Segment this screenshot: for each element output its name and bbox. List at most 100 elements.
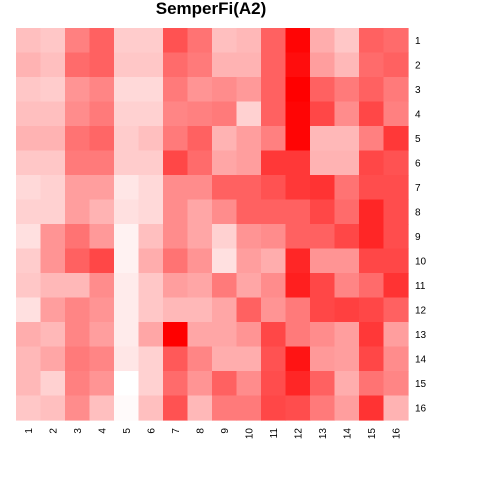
heatmap-cell-r3-c15	[359, 77, 385, 103]
heatmap-cell-r7-c15	[359, 175, 385, 201]
x-tick-label: 15	[367, 428, 378, 440]
heatmap-cell-r9-c5	[114, 224, 140, 250]
heatmap-cell-r12-c1	[16, 297, 42, 323]
heatmap-cell-r9-c10	[236, 224, 262, 250]
heatmap-cell-r9-c9	[212, 224, 238, 250]
heatmap-cell-r14-c16	[383, 346, 409, 372]
heatmap-cell-r13-c11	[261, 322, 287, 348]
heatmap-cell-r2-c8	[187, 52, 213, 78]
x-tick-label: 9	[220, 428, 231, 434]
heatmap-cell-r5-c1	[16, 126, 42, 152]
heatmap-cell-r8-c6	[138, 199, 164, 225]
heatmap-cell-r1-c9	[212, 28, 238, 54]
heatmap-cell-r4-c12	[285, 101, 311, 127]
heatmap-cell-r2-c3	[65, 52, 91, 78]
y-tick-label: 9	[415, 232, 421, 243]
heatmap-cell-r16-c8	[187, 395, 213, 421]
heatmap-cell-r1-c4	[89, 28, 115, 54]
heatmap-cell-r6-c3	[65, 150, 91, 176]
heatmap-cell-r14-c14	[334, 346, 360, 372]
heatmap-cell-r9-c1	[16, 224, 42, 250]
heatmap-cell-r12-c5	[114, 297, 140, 323]
heatmap-cell-r12-c10	[236, 297, 262, 323]
heatmap-cell-r8-c7	[163, 199, 189, 225]
heatmap-cell-r4-c7	[163, 101, 189, 127]
heatmap-cell-r2-c14	[334, 52, 360, 78]
heatmap-cell-r1-c2	[40, 28, 66, 54]
heatmap-cell-r5-c15	[359, 126, 385, 152]
heatmap-cell-r1-c3	[65, 28, 91, 54]
heatmap-cell-r15-c15	[359, 371, 385, 397]
heatmap-cell-r9-c12	[285, 224, 311, 250]
heatmap-cell-r8-c10	[236, 199, 262, 225]
heatmap-cell-r14-c5	[114, 346, 140, 372]
heatmap-cell-r1-c10	[236, 28, 262, 54]
heatmap-cell-r15-c7	[163, 371, 189, 397]
heatmap-cell-r16-c9	[212, 395, 238, 421]
heatmap-cell-r6-c5	[114, 150, 140, 176]
heatmap-cell-r3-c5	[114, 77, 140, 103]
heatmap-cell-r16-c11	[261, 395, 287, 421]
heatmap-cell-r10-c5	[114, 248, 140, 274]
heatmap-cell-r5-c6	[138, 126, 164, 152]
heatmap-cell-r12-c8	[187, 297, 213, 323]
heatmap-cell-r5-c5	[114, 126, 140, 152]
heatmap-cell-r9-c13	[310, 224, 336, 250]
heatmap-cell-r4-c2	[40, 101, 66, 127]
heatmap-cell-r15-c12	[285, 371, 311, 397]
heatmap-cell-r4-c15	[359, 101, 385, 127]
heatmap-cell-r7-c11	[261, 175, 287, 201]
heatmap-cell-r7-c7	[163, 175, 189, 201]
heatmap-cell-r3-c4	[89, 77, 115, 103]
x-tick-label: 11	[269, 428, 280, 439]
heatmap-cell-r16-c4	[89, 395, 115, 421]
heatmap-cell-r16-c1	[16, 395, 42, 421]
heatmap-cell-r10-c16	[383, 248, 409, 274]
y-tick-label: 6	[415, 158, 421, 169]
heatmap-cell-r10-c2	[40, 248, 66, 274]
heatmap-cell-r13-c10	[236, 322, 262, 348]
heatmap-cell-r5-c2	[40, 126, 66, 152]
heatmap-cell-r7-c6	[138, 175, 164, 201]
heatmap-cell-r5-c7	[163, 126, 189, 152]
heatmap-cell-r12-c15	[359, 297, 385, 323]
heatmap-cell-r1-c13	[310, 28, 336, 54]
x-tick-label: 16	[391, 428, 402, 440]
heatmap-cell-r6-c6	[138, 150, 164, 176]
heatmap-cell-r15-c16	[383, 371, 409, 397]
heatmap-cell-r11-c11	[261, 273, 287, 299]
heatmap-cell-r13-c8	[187, 322, 213, 348]
heatmap-cell-r13-c15	[359, 322, 385, 348]
heatmap-cell-r1-c12	[285, 28, 311, 54]
heatmap-cell-r11-c2	[40, 273, 66, 299]
heatmap-cell-r7-c14	[334, 175, 360, 201]
heatmap-cell-r15-c1	[16, 371, 42, 397]
x-tick-label: 1	[24, 428, 35, 434]
heatmap-cell-r15-c8	[187, 371, 213, 397]
x-tick-label: 4	[97, 428, 108, 434]
heatmap-cell-r2-c11	[261, 52, 287, 78]
heatmap-cell-r8-c5	[114, 199, 140, 225]
heatmap-cell-r1-c15	[359, 28, 385, 54]
heatmap-cell-r14-c12	[285, 346, 311, 372]
heatmap-cell-r10-c7	[163, 248, 189, 274]
heatmap-cell-r12-c12	[285, 297, 311, 323]
heatmap-cell-r3-c14	[334, 77, 360, 103]
heatmap-cell-r14-c13	[310, 346, 336, 372]
heatmap-cell-r7-c10	[236, 175, 262, 201]
y-tick-label: 11	[415, 281, 426, 292]
heatmap-cell-r1-c14	[334, 28, 360, 54]
heatmap-cell-r7-c12	[285, 175, 311, 201]
heatmap-cell-r8-c12	[285, 199, 311, 225]
x-tick-label: 13	[318, 428, 329, 440]
heatmap-cell-r3-c7	[163, 77, 189, 103]
heatmap-cell-r3-c2	[40, 77, 66, 103]
heatmap-cell-r8-c15	[359, 199, 385, 225]
heatmap-cell-r6-c8	[187, 150, 213, 176]
heatmap-cell-r15-c9	[212, 371, 238, 397]
heatmap-cell-r5-c11	[261, 126, 287, 152]
heatmap-cell-r12-c6	[138, 297, 164, 323]
heatmap-cell-r1-c1	[16, 28, 42, 54]
heatmap-cell-r11-c12	[285, 273, 311, 299]
